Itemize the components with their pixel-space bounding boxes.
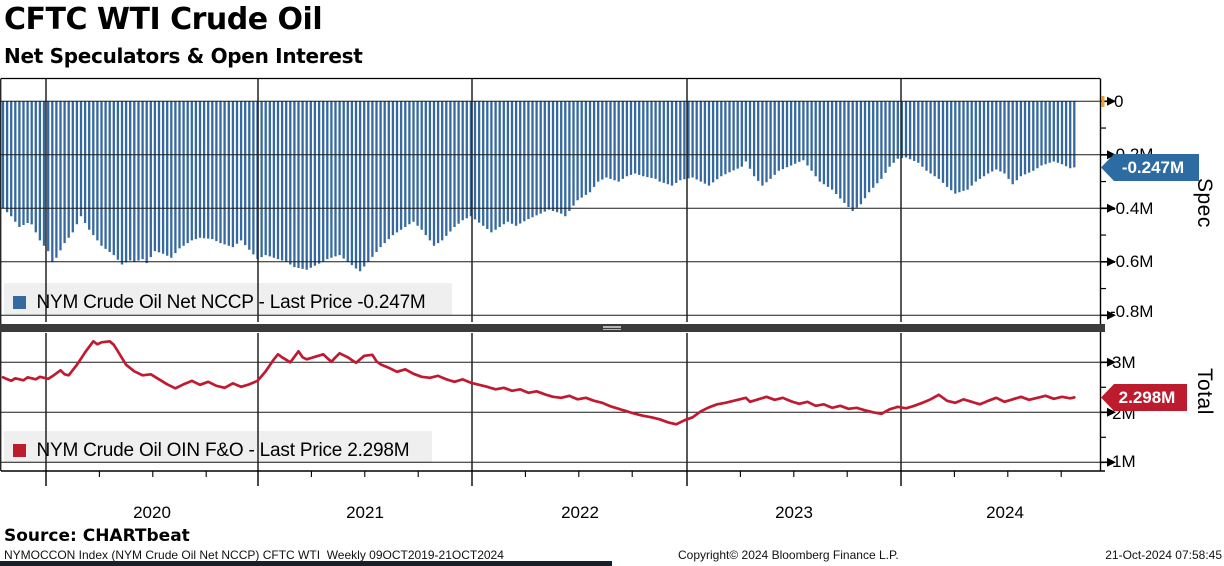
total-tick-1m: 1M bbox=[1112, 452, 1136, 471]
legend-swatch-blue-icon bbox=[13, 296, 26, 309]
total-tick-3m: 3M bbox=[1112, 353, 1136, 372]
spec-bars bbox=[1, 101, 1076, 272]
grip-line-icon bbox=[603, 326, 621, 328]
gridlines bbox=[1, 78, 1100, 471]
source-line: Source: CHARTbeat bbox=[4, 526, 190, 546]
total-axis-title: Total bbox=[1193, 368, 1216, 415]
legend-total: NYM Crude Oil OIN F&O - Last Price 2.298… bbox=[13, 440, 410, 461]
spec-tick-08m: -0.8M bbox=[1110, 302, 1154, 321]
axis-marker bbox=[1101, 96, 1105, 107]
legend-spec-label: NYM Crude Oil Net NCCP - Last Price -0.2… bbox=[36, 292, 426, 313]
bottom-panel-edge bbox=[0, 561, 612, 566]
legend-swatch-red-icon bbox=[13, 444, 26, 457]
year-label-2022: 2022 bbox=[561, 503, 599, 522]
panel-separator bbox=[0, 324, 1105, 332]
panel-divider-handle[interactable] bbox=[600, 324, 626, 332]
year-label-2021: 2021 bbox=[346, 503, 384, 522]
page-subtitle: Net Speculators & Open Interest bbox=[4, 44, 363, 68]
legend-spec: NYM Crude Oil Net NCCP - Last Price -0.2… bbox=[13, 293, 426, 312]
year-label-2020: 2020 bbox=[133, 503, 171, 522]
legend-boxes bbox=[4, 283, 452, 463]
footer-timestamp: 21-Oct-2024 07:58:45 bbox=[1105, 548, 1222, 562]
spec-tick-06m: -0.6M bbox=[1110, 252, 1154, 271]
spec-tick-0: 0 bbox=[1114, 92, 1124, 111]
page-title: CFTC WTI Crude Oil bbox=[4, 2, 323, 37]
footer-copyright: Copyright© 2024 Bloomberg Finance L.P. bbox=[678, 548, 899, 562]
last-price-badge-total: 2.298M bbox=[1101, 384, 1187, 411]
axes bbox=[0, 77, 1116, 486]
total-line bbox=[1, 339, 1076, 426]
footer-index-info: NYMOCCON Index (NYM Crude Oil Net NCCP) … bbox=[4, 548, 504, 562]
year-label-2024: 2024 bbox=[986, 503, 1024, 522]
last-price-badge-spec: -0.247M bbox=[1101, 154, 1199, 181]
spec-tick-04m: -0.4M bbox=[1110, 199, 1154, 218]
grip-line-icon bbox=[603, 328, 621, 330]
year-label-2023: 2023 bbox=[775, 503, 813, 522]
spec-axis-title: Spec bbox=[1193, 178, 1216, 228]
legend-total-label: NYM Crude Oil OIN F&O - Last Price 2.298… bbox=[36, 440, 410, 461]
